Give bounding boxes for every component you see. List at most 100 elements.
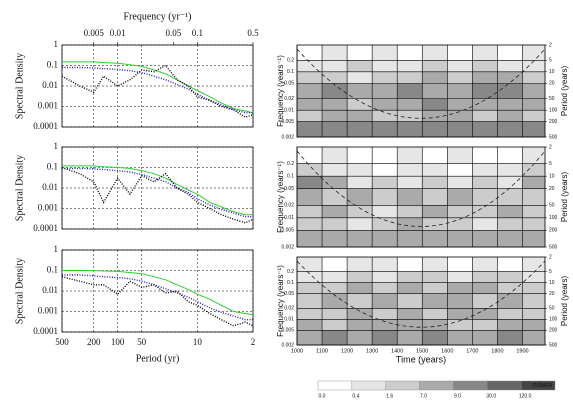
power-cell — [522, 188, 546, 206]
power-cell — [447, 257, 473, 272]
power-cell — [497, 98, 523, 111]
y2-tick-label: 50 — [549, 306, 555, 312]
power-cell — [422, 71, 448, 84]
power-cell — [297, 319, 323, 331]
power-cell — [472, 110, 498, 123]
power-cell — [347, 205, 373, 219]
plot-frame — [296, 146, 546, 248]
y-tick-label: 0.002 — [281, 342, 294, 348]
power-cell — [447, 147, 473, 164]
power-cell — [422, 110, 448, 123]
y-axis-label: Spectral Density — [14, 258, 25, 324]
y-axis-label: Frequency (years⁻¹) — [276, 55, 285, 127]
power-cell — [522, 217, 546, 231]
colorbar-box — [385, 380, 420, 391]
power-cell — [372, 60, 398, 73]
power-cell — [447, 282, 473, 294]
power-cell — [372, 110, 398, 123]
power-cell — [297, 230, 323, 248]
cone-of-influence — [296, 48, 546, 119]
power-cell — [372, 163, 398, 177]
power-cell — [347, 230, 373, 248]
y2-tick-label: 5 — [549, 58, 552, 64]
y-tick-label: 0.1 — [47, 162, 58, 172]
power-cell — [347, 71, 373, 84]
x-tick-label: 50 — [137, 337, 147, 347]
power-cell — [372, 319, 398, 331]
y-tick-label: 1 — [54, 39, 59, 49]
power-cell — [472, 45, 498, 61]
power-cell — [447, 205, 473, 219]
y2-tick-label: 50 — [549, 96, 555, 102]
power-cell — [297, 330, 323, 346]
power-cell — [522, 319, 546, 331]
x-tick-label: 1800 — [491, 348, 503, 354]
power-cell — [347, 217, 373, 231]
y-tick-label: 0.02 — [284, 96, 294, 102]
power-cell — [497, 176, 523, 190]
power-cell — [397, 110, 423, 123]
y-tick-label: 0.1 — [47, 265, 58, 275]
power-cell — [422, 293, 448, 309]
y-tick-label: 0.0001 — [33, 121, 58, 131]
x-tick-label: 2 — [251, 337, 256, 347]
colorbar-box — [351, 380, 386, 391]
power-cell — [322, 121, 348, 138]
y-tick-label: 0.001 — [38, 306, 58, 316]
power-cell — [397, 176, 423, 190]
power-cell — [422, 147, 448, 164]
power-cell — [322, 293, 348, 309]
power-cell — [297, 205, 323, 219]
power-cell — [347, 257, 373, 272]
power-cell — [297, 293, 323, 309]
power-cell — [347, 282, 373, 294]
power-cell — [347, 176, 373, 190]
power-cell — [447, 83, 473, 99]
y-tick-label: 0.01 — [42, 80, 58, 90]
power-cell — [522, 121, 546, 138]
power-cell — [497, 188, 523, 206]
x-tick-label: 1100 — [316, 348, 328, 354]
x2-axis-label: Frequency (yr⁻¹) — [124, 11, 192, 22]
power-cell — [322, 110, 348, 123]
power-cell — [397, 45, 423, 61]
y2-tick-label: 200 — [549, 228, 558, 234]
colorbar-box — [419, 380, 454, 391]
x-axis-label: Period (yr) — [136, 353, 180, 364]
y-tick-label: 0.01 — [284, 215, 294, 221]
power-cell — [297, 71, 323, 84]
power-cell — [297, 110, 323, 123]
power-cell — [472, 71, 498, 84]
power-cell — [447, 71, 473, 84]
power-cell — [447, 230, 473, 248]
power-cell — [447, 308, 473, 320]
y-tick-label: 0.0001 — [33, 223, 58, 233]
power-cell — [372, 45, 398, 61]
x-tick-label: 1300 — [366, 348, 378, 354]
power-cell — [297, 83, 323, 99]
power-cell — [372, 217, 398, 231]
y2-tick-label: 500 — [549, 134, 558, 140]
power-cell — [322, 147, 348, 164]
power-cell — [422, 330, 448, 346]
power-cell — [322, 205, 348, 219]
power-cell — [297, 271, 323, 283]
power-cell — [522, 271, 546, 283]
power-cell — [322, 282, 348, 294]
power-cell — [372, 147, 398, 164]
power-cell — [322, 330, 348, 346]
power-cell — [372, 293, 398, 309]
power-cell — [397, 271, 423, 283]
y2-tick-label: 200 — [549, 328, 558, 334]
power-cell — [522, 230, 546, 248]
power-cell — [447, 271, 473, 283]
y-tick-label: 1 — [54, 244, 59, 254]
power-cell — [472, 308, 498, 320]
power-cell — [472, 176, 498, 190]
y-tick-label: 0.05 — [284, 81, 294, 87]
power-cell — [447, 163, 473, 177]
x-tick-label: 500 — [55, 337, 69, 347]
power-cell — [322, 45, 348, 61]
y2-tick-label: 20 — [549, 186, 555, 192]
power-cell — [397, 230, 423, 248]
